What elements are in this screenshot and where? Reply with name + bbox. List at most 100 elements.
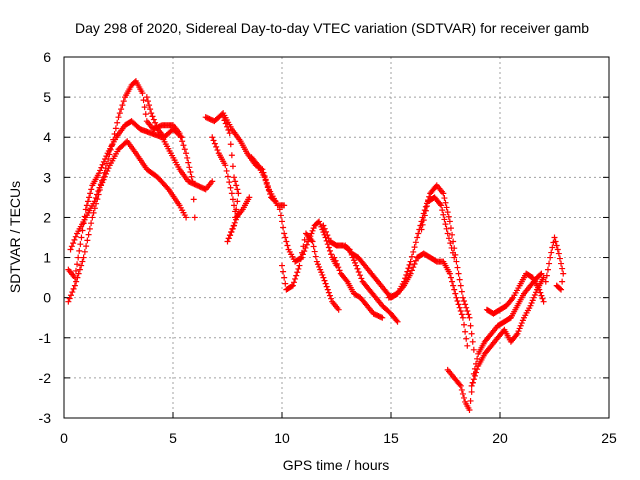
series-arc-1 [65, 118, 216, 281]
data-point [72, 267, 79, 274]
data-point [74, 274, 81, 281]
data-point [411, 260, 418, 267]
data-point [87, 190, 94, 197]
data-point [556, 255, 563, 262]
y-tick-label: -3 [39, 410, 52, 426]
data-point [456, 276, 463, 283]
data-point [73, 278, 80, 285]
data-point [326, 292, 333, 299]
data-point [415, 230, 422, 237]
data-point [449, 278, 456, 285]
data-point [70, 240, 77, 247]
data-point [213, 143, 220, 150]
data-point [152, 119, 159, 126]
data-point [470, 376, 477, 383]
x-tick-label: 0 [60, 430, 68, 446]
y-tick-label: 6 [43, 49, 51, 65]
data-point [84, 237, 91, 244]
data-point [118, 106, 125, 113]
x-tick-label: 10 [274, 430, 290, 446]
data-point [328, 251, 335, 258]
data-point [112, 125, 119, 132]
series-arc-7 [220, 114, 242, 245]
data-point [335, 306, 342, 313]
data-point [320, 222, 327, 229]
data-point [513, 332, 520, 339]
data-point [447, 225, 454, 232]
data-point [508, 296, 515, 303]
data-point [539, 295, 546, 302]
data-point [319, 271, 326, 278]
data-point [402, 275, 409, 282]
data-point [353, 262, 360, 269]
data-point [142, 111, 149, 118]
series-arc-4 [143, 94, 185, 141]
data-point [455, 270, 462, 277]
data-point [528, 300, 535, 307]
data-point [71, 282, 78, 289]
data-point [406, 261, 413, 268]
data-point [276, 206, 283, 213]
data-point [519, 317, 526, 324]
data-point [103, 170, 110, 177]
data-point [164, 185, 171, 192]
data-point [321, 225, 328, 232]
data-point [150, 116, 157, 123]
data-point [104, 168, 111, 175]
data-point [423, 203, 430, 210]
data-point [408, 253, 415, 260]
data-point [296, 262, 303, 269]
data-point [408, 267, 415, 274]
data-point [444, 209, 451, 216]
data-point [85, 231, 92, 238]
data-point [419, 221, 426, 228]
data-point [229, 226, 236, 233]
data-point [180, 142, 187, 149]
data-point [105, 155, 112, 162]
data-point [66, 295, 73, 302]
data-point [229, 196, 236, 203]
data-point [537, 271, 544, 278]
data-markers [65, 78, 567, 413]
data-point [457, 308, 464, 315]
data-point [410, 248, 417, 255]
data-point [444, 230, 451, 237]
data-point [554, 246, 561, 253]
data-point [405, 265, 412, 272]
data-point [547, 254, 554, 261]
data-point [418, 226, 425, 233]
data-point [223, 167, 230, 174]
data-point [310, 243, 317, 250]
data-point [235, 190, 242, 197]
series-arc-19 [542, 234, 567, 293]
data-point [93, 200, 100, 207]
data-point [518, 320, 525, 327]
data-point [560, 270, 567, 277]
data-point [277, 212, 284, 219]
data-point [552, 238, 559, 245]
data-point [76, 247, 83, 254]
data-point [308, 237, 315, 244]
data-point [456, 381, 463, 388]
data-point [324, 286, 331, 293]
data-point [448, 244, 455, 251]
data-point [265, 187, 272, 194]
data-point [439, 207, 446, 214]
y-tick-label: -2 [39, 370, 52, 386]
data-point [98, 182, 105, 189]
data-point [78, 234, 85, 241]
data-point [336, 267, 343, 274]
data-point [149, 113, 156, 120]
data-point [284, 242, 291, 249]
data-point [555, 250, 562, 257]
data-point [114, 119, 121, 126]
data-point [101, 173, 108, 180]
data-point [279, 262, 285, 269]
series-arc-8 [248, 154, 279, 205]
data-point [100, 158, 107, 165]
data-point [232, 178, 239, 185]
data-point [454, 298, 461, 305]
data-point [105, 165, 112, 172]
data-point [412, 257, 419, 264]
data-point [536, 286, 543, 293]
